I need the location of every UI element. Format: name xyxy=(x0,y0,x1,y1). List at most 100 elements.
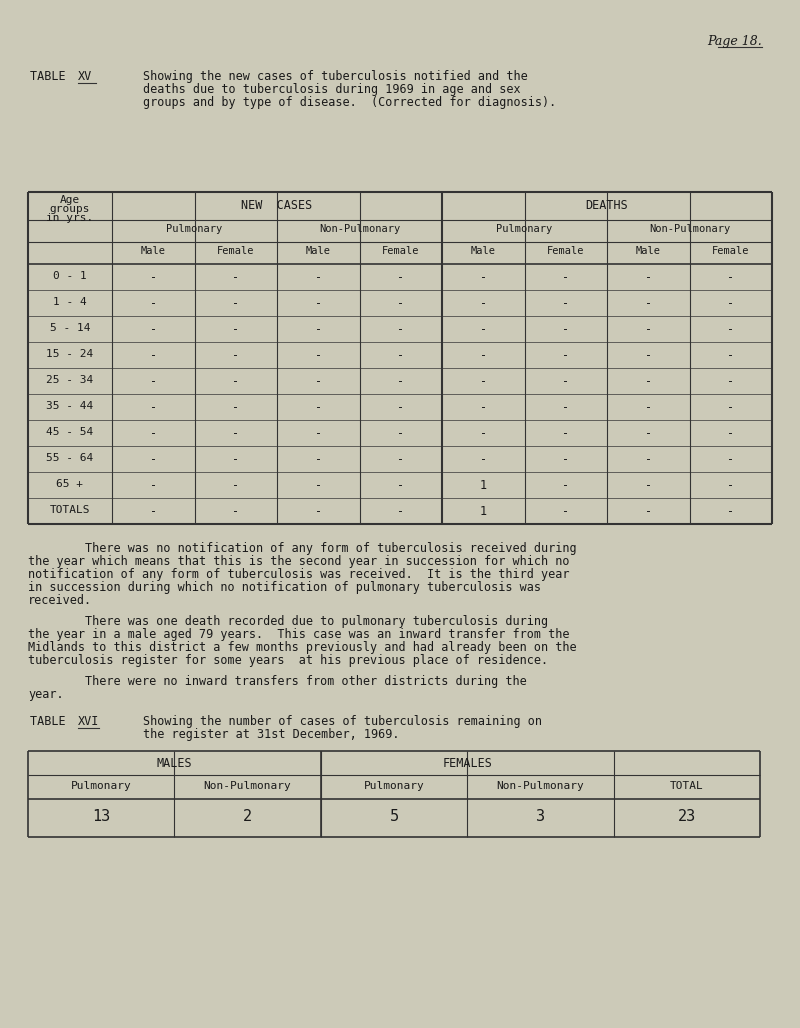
Text: XV: XV xyxy=(78,70,92,83)
Text: 45 - 54: 45 - 54 xyxy=(46,427,94,437)
Text: NEW  CASES: NEW CASES xyxy=(242,199,313,212)
Text: -: - xyxy=(314,297,322,310)
Text: MALES: MALES xyxy=(157,757,192,770)
Text: -: - xyxy=(562,505,570,518)
Text: XVI: XVI xyxy=(78,715,99,728)
Text: There was no notification of any form of tuberculosis received during: There was no notification of any form of… xyxy=(28,542,577,555)
Text: -: - xyxy=(397,427,404,440)
Text: Female: Female xyxy=(547,246,585,256)
Text: -: - xyxy=(727,348,734,362)
Text: Male: Male xyxy=(306,246,330,256)
Text: -: - xyxy=(480,401,487,414)
Text: -: - xyxy=(645,375,652,388)
Text: There was one death recorded due to pulmonary tuberculosis during: There was one death recorded due to pulm… xyxy=(28,615,548,628)
Text: -: - xyxy=(314,505,322,518)
Text: -: - xyxy=(480,375,487,388)
Text: There were no inward transfers from other districts during the: There were no inward transfers from othe… xyxy=(28,675,526,688)
Text: -: - xyxy=(397,348,404,362)
Text: -: - xyxy=(645,453,652,466)
Text: -: - xyxy=(480,427,487,440)
Text: -: - xyxy=(397,297,404,310)
Text: -: - xyxy=(150,323,157,336)
Text: -: - xyxy=(397,323,404,336)
Text: Showing the number of cases of tuberculosis remaining on: Showing the number of cases of tuberculo… xyxy=(143,715,542,728)
Text: Pulmonary: Pulmonary xyxy=(166,224,222,234)
Text: -: - xyxy=(562,297,570,310)
Text: -: - xyxy=(645,271,652,284)
Text: -: - xyxy=(232,348,239,362)
Text: 55 - 64: 55 - 64 xyxy=(46,453,94,463)
Text: Male: Male xyxy=(141,246,166,256)
Text: -: - xyxy=(397,453,404,466)
Text: Non-Pulmonary: Non-Pulmonary xyxy=(497,781,584,791)
Text: deaths due to tuberculosis during 1969 in age and sex: deaths due to tuberculosis during 1969 i… xyxy=(143,83,521,96)
Text: Male: Male xyxy=(470,246,496,256)
Text: 3: 3 xyxy=(536,809,545,824)
Text: -: - xyxy=(645,323,652,336)
Text: -: - xyxy=(314,375,322,388)
Text: -: - xyxy=(314,479,322,492)
Text: groups and by type of disease.  (Corrected for diagnosis).: groups and by type of disease. (Correcte… xyxy=(143,96,556,109)
Text: -: - xyxy=(232,297,239,310)
Text: the year which means that this is the second year in succession for which no: the year which means that this is the se… xyxy=(28,555,570,568)
Text: -: - xyxy=(727,453,734,466)
Text: the year in a male aged 79 years.  This case was an inward transfer from the: the year in a male aged 79 years. This c… xyxy=(28,628,570,641)
Text: -: - xyxy=(727,323,734,336)
Text: -: - xyxy=(314,453,322,466)
Text: 2: 2 xyxy=(243,809,252,824)
Text: Age: Age xyxy=(60,195,80,205)
Text: 0 - 1: 0 - 1 xyxy=(53,271,87,281)
Text: received.: received. xyxy=(28,594,92,607)
Text: 35 - 44: 35 - 44 xyxy=(46,401,94,411)
Text: notification of any form of tuberculosis was received.  It is the third year: notification of any form of tuberculosis… xyxy=(28,568,570,581)
Text: -: - xyxy=(645,479,652,492)
Text: TOTALS: TOTALS xyxy=(50,505,90,515)
Text: -: - xyxy=(397,401,404,414)
Text: -: - xyxy=(480,297,487,310)
Text: Female: Female xyxy=(712,246,750,256)
Text: -: - xyxy=(232,505,239,518)
Text: -: - xyxy=(232,479,239,492)
Text: -: - xyxy=(562,323,570,336)
Text: -: - xyxy=(150,479,157,492)
Text: Non-Pulmonary: Non-Pulmonary xyxy=(649,224,730,234)
Text: 1: 1 xyxy=(480,505,487,518)
Text: TABLE: TABLE xyxy=(30,715,73,728)
Text: 5: 5 xyxy=(390,809,398,824)
Text: TABLE: TABLE xyxy=(30,70,73,83)
Text: -: - xyxy=(397,479,404,492)
Text: -: - xyxy=(232,453,239,466)
Text: -: - xyxy=(727,479,734,492)
Text: Female: Female xyxy=(217,246,254,256)
Text: 13: 13 xyxy=(92,809,110,824)
Text: -: - xyxy=(562,427,570,440)
Text: -: - xyxy=(150,375,157,388)
Text: -: - xyxy=(397,375,404,388)
Text: Female: Female xyxy=(382,246,419,256)
Text: -: - xyxy=(480,271,487,284)
Text: -: - xyxy=(314,271,322,284)
Text: 5 - 14: 5 - 14 xyxy=(50,323,90,333)
Text: -: - xyxy=(150,271,157,284)
Text: -: - xyxy=(562,348,570,362)
Text: -: - xyxy=(645,401,652,414)
Text: -: - xyxy=(727,297,734,310)
Text: Showing the new cases of tuberculosis notified and the: Showing the new cases of tuberculosis no… xyxy=(143,70,528,83)
Text: TOTAL: TOTAL xyxy=(670,781,704,791)
Text: in succession during which no notification of pulmonary tuberculosis was: in succession during which no notificati… xyxy=(28,581,541,594)
Text: tuberculosis register for some years  at his previous place of residence.: tuberculosis register for some years at … xyxy=(28,654,548,667)
Text: FEMALES: FEMALES xyxy=(442,757,492,770)
Text: -: - xyxy=(314,427,322,440)
Text: -: - xyxy=(480,453,487,466)
Text: -: - xyxy=(480,323,487,336)
Text: -: - xyxy=(562,375,570,388)
Text: 65 +: 65 + xyxy=(57,479,83,489)
Text: Non-Pulmonary: Non-Pulmonary xyxy=(319,224,400,234)
Text: -: - xyxy=(562,401,570,414)
Text: year.: year. xyxy=(28,688,64,701)
Text: the register at 31st December, 1969.: the register at 31st December, 1969. xyxy=(143,728,399,741)
Text: -: - xyxy=(150,401,157,414)
Text: 1 - 4: 1 - 4 xyxy=(53,297,87,307)
Text: Pulmonary: Pulmonary xyxy=(364,781,424,791)
Text: Midlands to this district a few months previously and had already been on the: Midlands to this district a few months p… xyxy=(28,641,577,654)
